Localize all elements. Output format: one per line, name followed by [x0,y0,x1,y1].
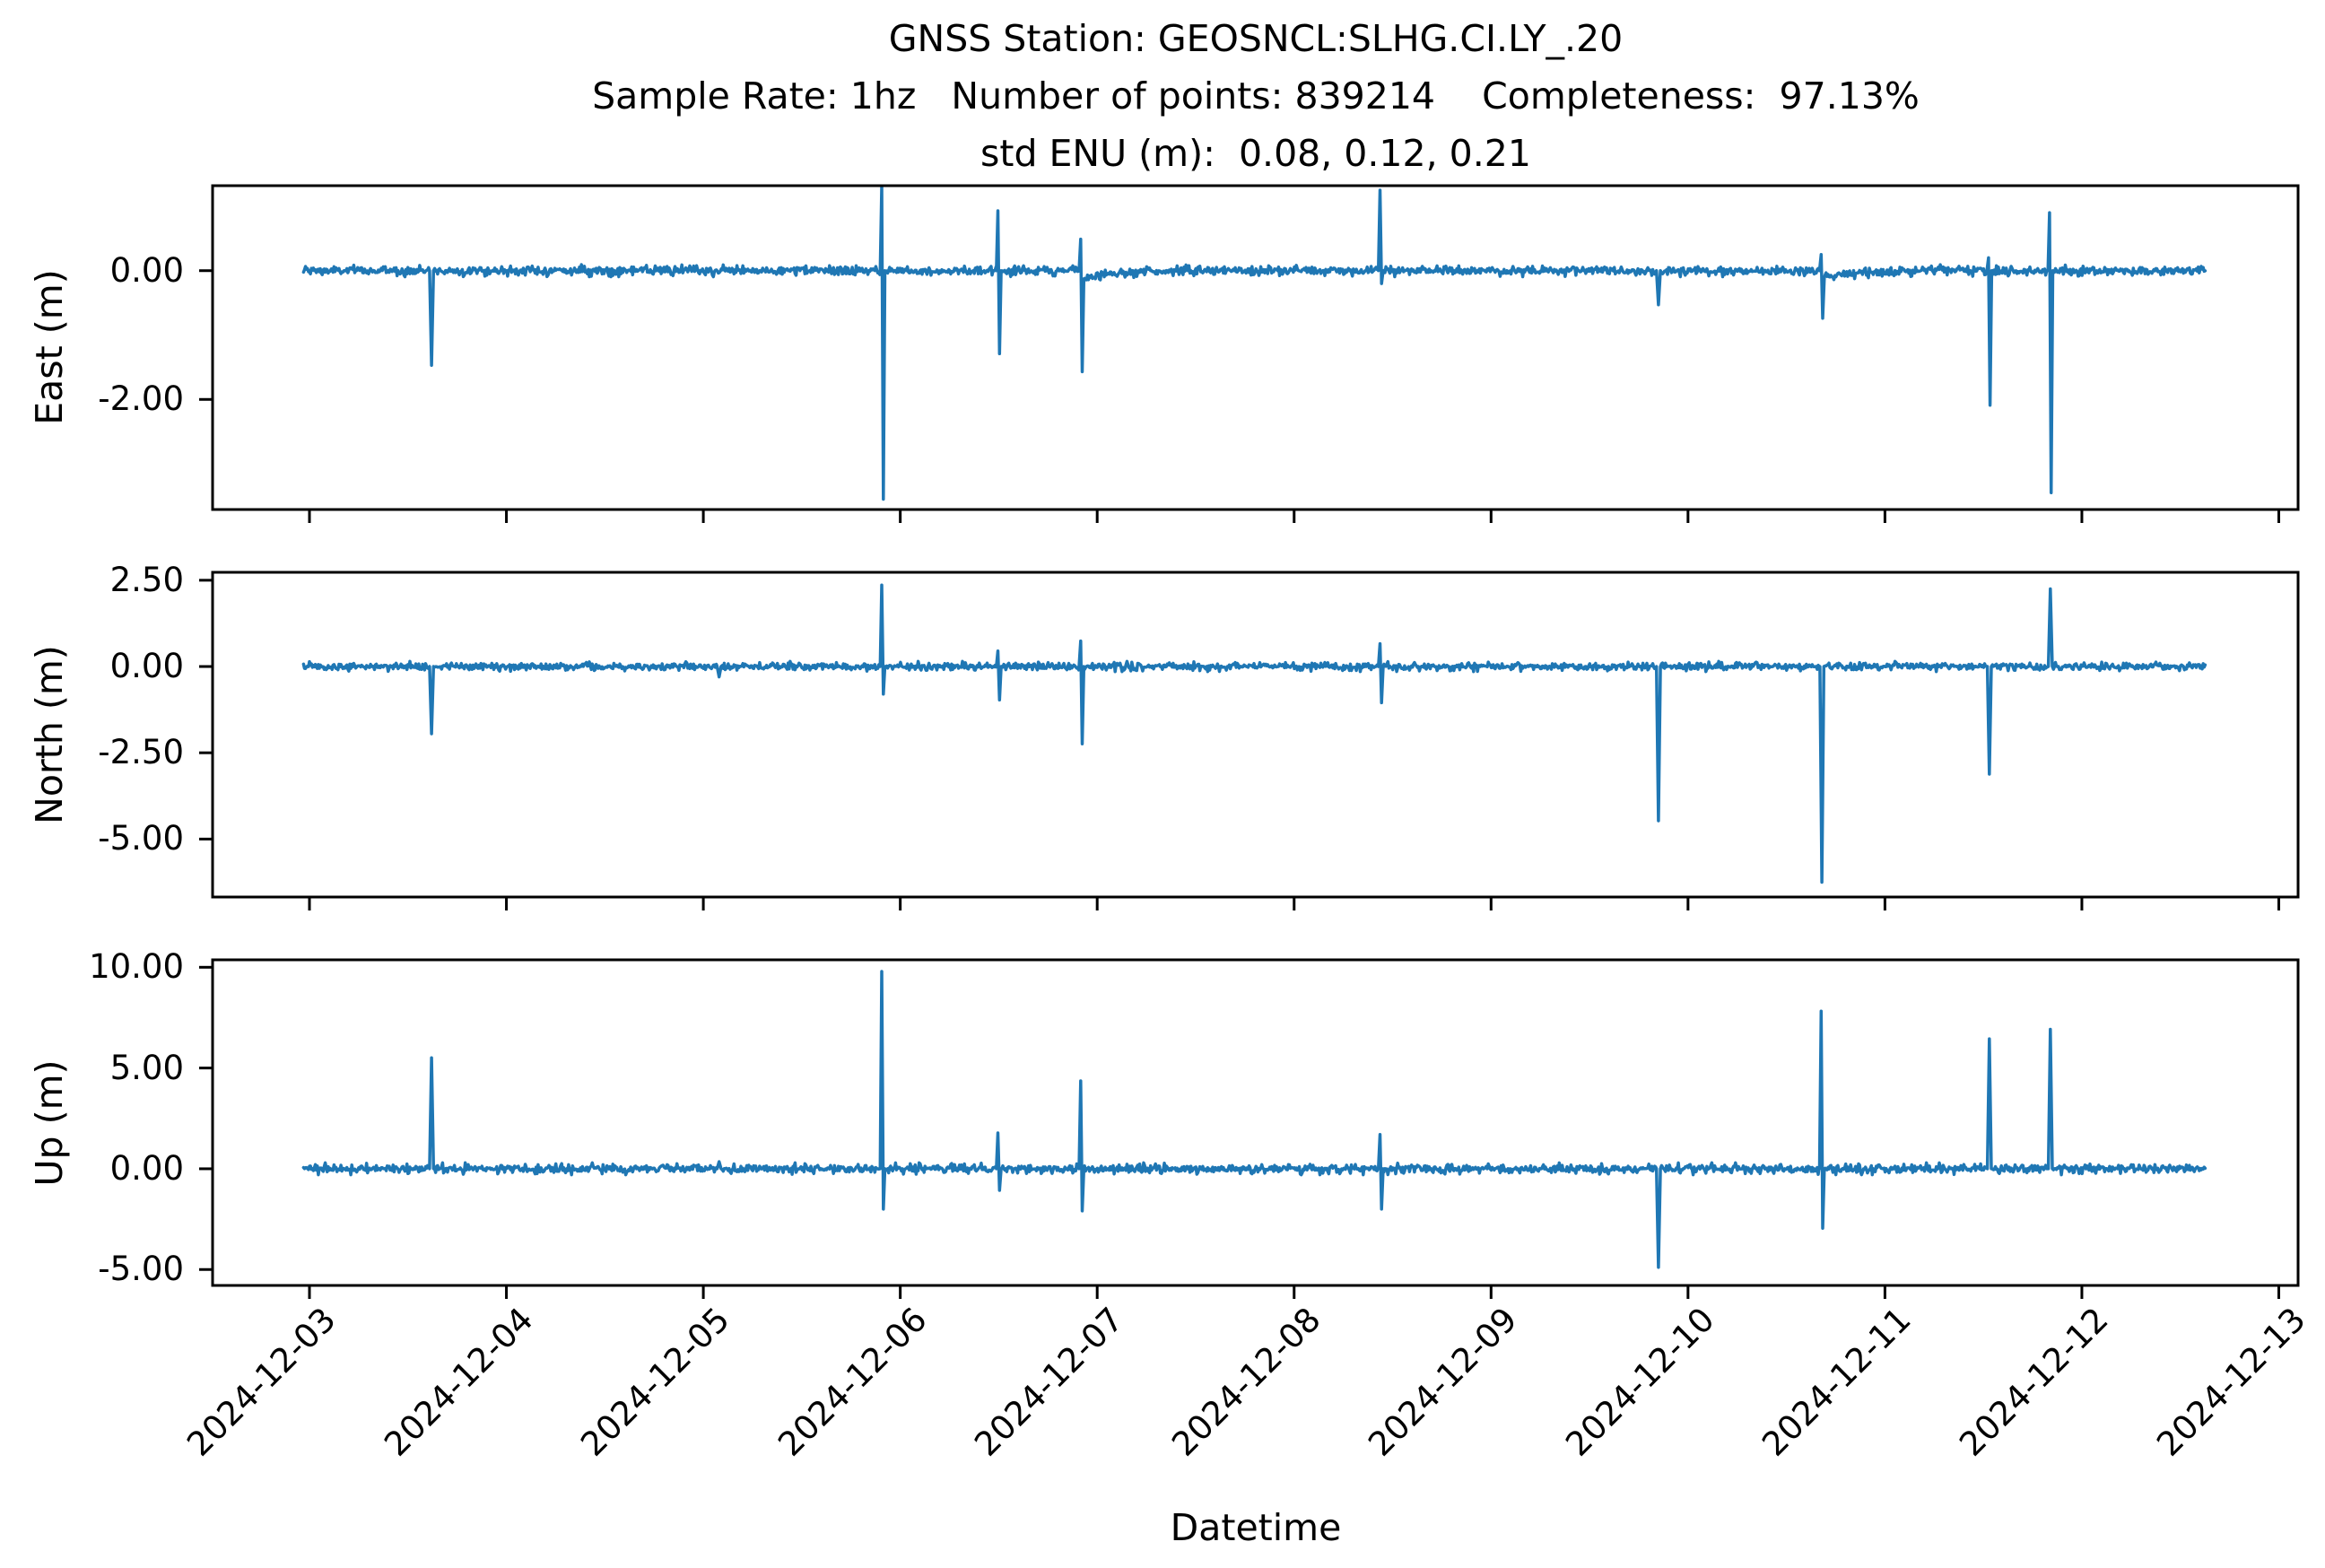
data-series-east [301,184,2207,501]
figure-title-line3-std: std ENU (m): 0.08, 0.12, 0.21 [980,132,1531,175]
y-tick-label-north-0.00: 0.00 [109,647,184,686]
axes-frame-east [211,184,2300,511]
subplot-north [199,571,2300,910]
y-tick-label-up-10.00: 10.00 [89,947,184,987]
y-tick-label-east-0.00: 0.00 [109,250,184,290]
y-tick-label-up-0.00: 0.00 [109,1148,184,1188]
y-axis-label-east: East (m) [28,269,71,425]
y-tick-label-north--5.00: -5.00 [98,819,184,858]
figure-title-line1: GNSS Station: GEOSNCL:SLHG.CI.LY_.20 [888,17,1624,60]
y-tick-label-north-2.50: 2.50 [109,560,184,599]
x-axis-label: Datetime [1170,1506,1342,1549]
axes-frame-north [211,571,2300,899]
data-series-north [301,583,2207,884]
subplot-up [199,958,2300,1299]
y-tick-label-east--2.00: -2.00 [98,379,184,419]
y-tick-label-up--5.00: -5.00 [98,1250,184,1289]
axes-frame-up [211,958,2300,1287]
y-tick-label-up-5.00: 5.00 [109,1048,184,1087]
figure-title-line2-stats: Sample Rate: 1hz Number of points: 83921… [592,74,1920,118]
subplot-east [199,184,2300,523]
y-tick-label-north--2.50: -2.50 [98,733,184,772]
data-series-up [301,970,2207,1269]
